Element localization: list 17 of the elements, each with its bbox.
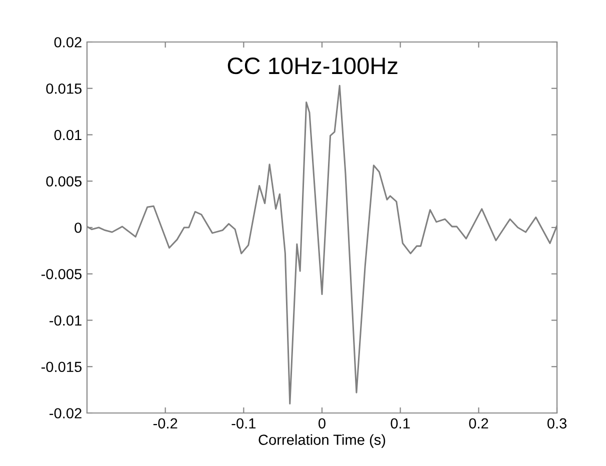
y-tick-label: -0.005 [41,268,82,280]
x-tick-label: 0 [318,418,326,429]
y-tick-label: 0.015 [46,83,82,94]
y-tick-label: 0.01 [54,130,82,140]
x-tick-label: -0.1 [232,418,256,429]
y-tick-label: -0.02 [50,408,82,418]
text: CC 10Hz-100Hz [228,57,398,74]
y-tick-label: -0.01 [50,315,82,326]
y-tick-label: 0 [74,222,82,233]
x-axis-title: Correlation Time (s) [258,434,386,448]
y-tick-label: -0.015 [41,362,82,372]
y-tick-label: 0.02 [54,37,82,48]
x-tick-label: 0.3 [547,418,566,429]
x-tick-label: 0.1 [390,418,410,429]
x-tick-label: -0.2 [153,418,178,429]
y-tick-label: 0.005 [46,176,82,187]
x-tick-label: 0.2 [469,418,488,429]
